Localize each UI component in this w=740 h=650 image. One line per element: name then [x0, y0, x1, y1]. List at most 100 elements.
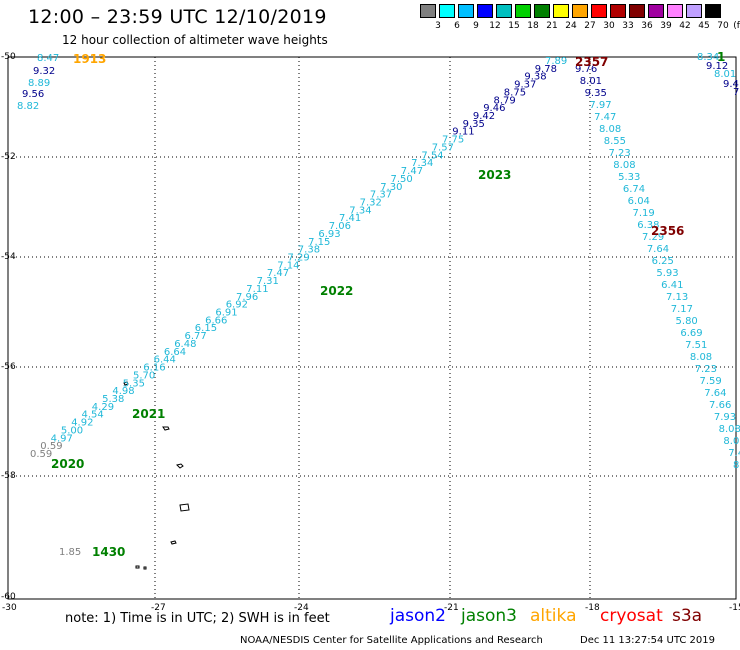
wave-height-value: 7: [733, 87, 739, 98]
track-labels: 2357 2356 2023 2022 2021 2020 1430 1913 1: [51, 50, 725, 559]
wave-height-value: 7.47: [401, 166, 423, 177]
wave-height-value: 0.59: [40, 441, 62, 452]
wave-height-value: 7.64: [704, 388, 726, 399]
wave-height-value: 4.98: [112, 386, 134, 397]
legend-swatch: [667, 4, 683, 18]
source-credit: NOAA/NESDIS Center for Satellite Applica…: [240, 635, 543, 646]
wave-height-value: 7.96: [236, 292, 258, 303]
track-time-label: 1913: [73, 52, 106, 66]
legend-swatch: [686, 4, 702, 18]
wave-height-value: 9.46: [483, 103, 505, 114]
wave-height-value: 7.41: [339, 213, 361, 224]
island-outline: [143, 566, 147, 570]
wave-height-value: 4.54: [82, 410, 104, 421]
legend-swatch: [610, 4, 626, 18]
wave-height-value: 7.97: [589, 100, 611, 111]
wave-height-value: 8.08: [599, 124, 621, 135]
wave-height-value: 7.11: [246, 284, 268, 295]
legend-label: 45: [698, 21, 710, 31]
island-outline: [123, 381, 129, 386]
legend-label: 6: [454, 21, 460, 31]
wave-height-value: 9.32: [33, 66, 55, 77]
lon-tick-label: -21: [444, 603, 459, 613]
satellite-label: jason2: [390, 606, 446, 626]
axis-labels: -50 -52 -54 -56 -58 -60-30 -27 -24 -21 -18 -15: [1, 52, 740, 613]
wave-height-value: 9.11: [452, 127, 474, 138]
lat-tick-label: -50: [1, 52, 16, 62]
wave-height-value: 7.32: [360, 197, 382, 208]
wave-height-value: 6.66: [205, 315, 227, 326]
wave-height-value: 9.12: [706, 61, 728, 72]
wave-height-value: 6.41: [661, 280, 683, 291]
wave-height-value: 7.37: [370, 190, 392, 201]
wave-height-value: 8.07: [723, 436, 740, 447]
note-text: note: 1) Time is in UTC; 2) SWH is in fe…: [65, 611, 330, 626]
wave-height-value: 5.35: [123, 378, 145, 389]
legend-label: 24: [565, 21, 577, 31]
page-subtitle: 12 hour collection of altimeter wave hei…: [62, 33, 328, 47]
wave-height-value: 9.42: [473, 111, 495, 122]
wave-height-value: 6.69: [680, 328, 702, 339]
track-time-label: 2356: [651, 224, 684, 238]
legend-label: 39: [660, 21, 672, 31]
legend-label: 15: [508, 21, 520, 31]
lon-tick-label: -24: [294, 603, 309, 613]
wave-height-value: 9.38: [524, 72, 546, 83]
wave-height-value: 7.17: [671, 304, 693, 315]
track-time-label: 2020: [51, 457, 84, 471]
lon-tick-label: -30: [2, 603, 17, 613]
track-time-label: 2023: [478, 168, 511, 182]
legend-label: 12: [489, 21, 501, 31]
wave-height-value: 7.34: [411, 158, 433, 169]
wave-height-value: 0.59: [30, 449, 52, 460]
wave-height-value: 7.13: [666, 292, 688, 303]
wave-height-value: 5.38: [102, 394, 124, 405]
legend-swatch: [439, 4, 455, 18]
lon-tick-label: -18: [585, 603, 600, 613]
legend-swatch: [534, 4, 550, 18]
wave-height-value: 6.44: [154, 355, 176, 366]
islands: [123, 381, 190, 570]
legend-label: 30: [603, 21, 615, 31]
legend-swatch: [477, 4, 493, 18]
wave-height-value: 6.64: [164, 347, 186, 358]
wave-height-value: 7.23: [609, 148, 631, 159]
wave-height-value: 6.04: [628, 196, 650, 207]
page-title: 12:00 – 23:59 UTC 12/10/2019: [28, 6, 327, 28]
wave-height-value: 9.76: [575, 64, 597, 75]
legend-label: 9: [473, 21, 479, 31]
legend-label: 27: [584, 21, 596, 31]
wave-height-value: 9.78: [535, 64, 557, 75]
wave-height-value: 7.29: [642, 232, 664, 243]
satellite-label: jason3: [461, 606, 517, 626]
legend-swatch: [553, 4, 569, 18]
legend-label: 70: [717, 21, 729, 31]
wave-height-value: 9.56: [22, 89, 44, 100]
lat-tick-label: -52: [1, 152, 16, 162]
legend-label: 36: [641, 21, 653, 31]
wave-height-value: 7.34: [349, 205, 371, 216]
island-outline: [170, 540, 177, 545]
lat-tick-label: -56: [1, 362, 16, 372]
wave-height-value: 7.15: [308, 237, 330, 248]
wave-height-value: 9.35: [463, 119, 485, 130]
legend-swatch: [705, 4, 721, 18]
wave-height-value: 7.64: [647, 244, 669, 255]
wave-height-value: 5.70: [133, 370, 155, 381]
legend-label: 21: [546, 21, 558, 31]
legend-label: 33: [622, 21, 634, 31]
wave-height-value: 7.93: [714, 412, 736, 423]
wave-height-value: 7.50: [391, 174, 413, 185]
wave-height-value: 6.92: [226, 300, 248, 311]
wave-height-value: 8.82: [17, 101, 39, 112]
wave-height-value: 8.08: [690, 352, 712, 363]
wave-height-value: 8.75: [504, 87, 526, 98]
wave-height-value: 7.29: [288, 253, 310, 264]
legend-swatch: [458, 4, 474, 18]
island-outline: [162, 426, 170, 431]
wave-height-value: 8.01: [580, 76, 602, 87]
wave-height-value: 6.16: [143, 363, 165, 374]
wave-height-value: 8.47: [37, 53, 59, 64]
wave-height-value: 7.57: [432, 142, 454, 153]
wave-height-value: 6.38: [637, 220, 659, 231]
